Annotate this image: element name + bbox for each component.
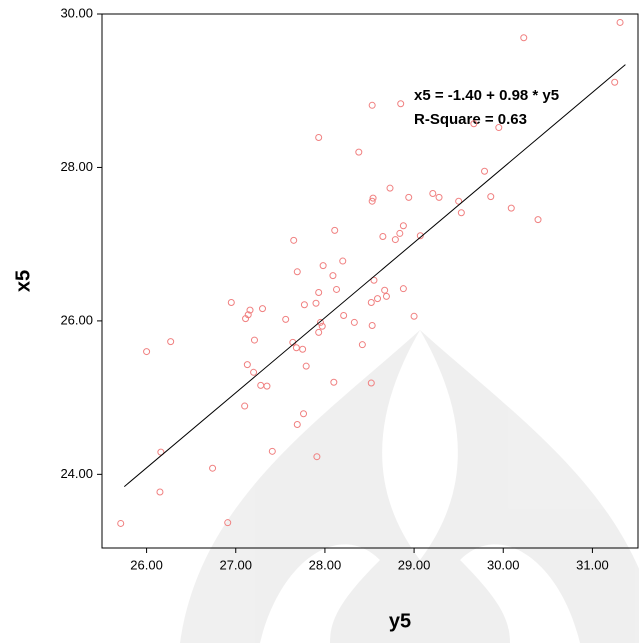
point [331,226,339,234]
point [282,315,290,323]
x-tick-label: 29.00 [398,557,431,572]
watermark-shape [460,544,580,643]
point [315,134,323,142]
point [167,338,175,346]
point [339,257,347,265]
fit-line [123,64,626,488]
point [435,193,443,201]
point [268,447,276,455]
point [507,204,515,212]
annotation: R-Square = 0.63 [414,111,527,128]
point [350,318,358,326]
watermark-shape [382,330,458,560]
point [224,519,232,527]
point [368,197,376,205]
point [399,285,407,293]
point [382,292,390,300]
point [386,184,394,192]
point [470,120,478,128]
point [455,197,463,205]
point [292,344,300,352]
point [367,298,375,306]
y-tick-label: 26.00 [60,312,93,327]
point [416,232,424,240]
point [242,315,250,323]
point [379,233,387,240]
point [299,345,307,353]
point [534,216,542,224]
point [143,348,151,356]
point [329,272,337,280]
x-tick-label: 28.00 [309,557,342,572]
watermark [180,330,639,643]
point [369,194,377,202]
point [316,318,324,326]
point [315,289,323,297]
x-tick-label: 27.00 [219,557,252,572]
point [293,268,301,276]
point [399,222,407,230]
point [367,379,375,387]
point [293,420,301,428]
point [391,236,399,244]
point [457,209,465,217]
watermark-shape [260,544,380,643]
point [257,381,265,389]
point [241,402,249,410]
point [250,336,258,344]
x-tick-label: 30.00 [487,557,520,572]
point [397,100,405,108]
point [340,312,348,320]
point [368,101,376,109]
point [243,361,251,369]
point [381,286,389,294]
point [319,262,327,270]
point [290,236,298,244]
point [487,193,495,201]
point [313,453,321,461]
point [333,285,341,293]
x-tick-label: 26.00 [130,557,163,572]
y-tick-label: 30.00 [60,5,93,20]
x-tick-label: 31.00 [576,557,609,572]
point [410,312,418,320]
point [302,362,310,370]
point [370,276,378,284]
plot-frame [101,13,639,549]
point [312,299,320,307]
point [520,34,528,42]
point [495,124,503,132]
point [157,448,165,456]
point [330,378,338,386]
point [117,519,125,527]
annotation: x5 = -1.40 + 0.98 * y5 [414,87,559,104]
point [250,368,258,376]
x-axis-label: y5 [389,610,411,632]
point [300,301,308,309]
y-tick-label: 24.00 [60,466,93,481]
point [368,322,376,329]
point [318,322,326,330]
y-axis-label: x5 [12,270,34,292]
point [616,18,624,26]
point [315,328,323,336]
point [246,306,254,314]
point [358,341,366,349]
point [227,298,235,306]
y-tick-label: 28.00 [60,159,93,174]
point [405,193,413,201]
point [156,488,164,496]
point [300,410,308,418]
point [209,464,217,472]
point [429,190,437,198]
point [481,167,489,175]
point [263,382,271,390]
point [611,78,619,86]
point [374,295,382,303]
point [396,229,404,237]
point [259,305,266,313]
point [355,148,363,156]
